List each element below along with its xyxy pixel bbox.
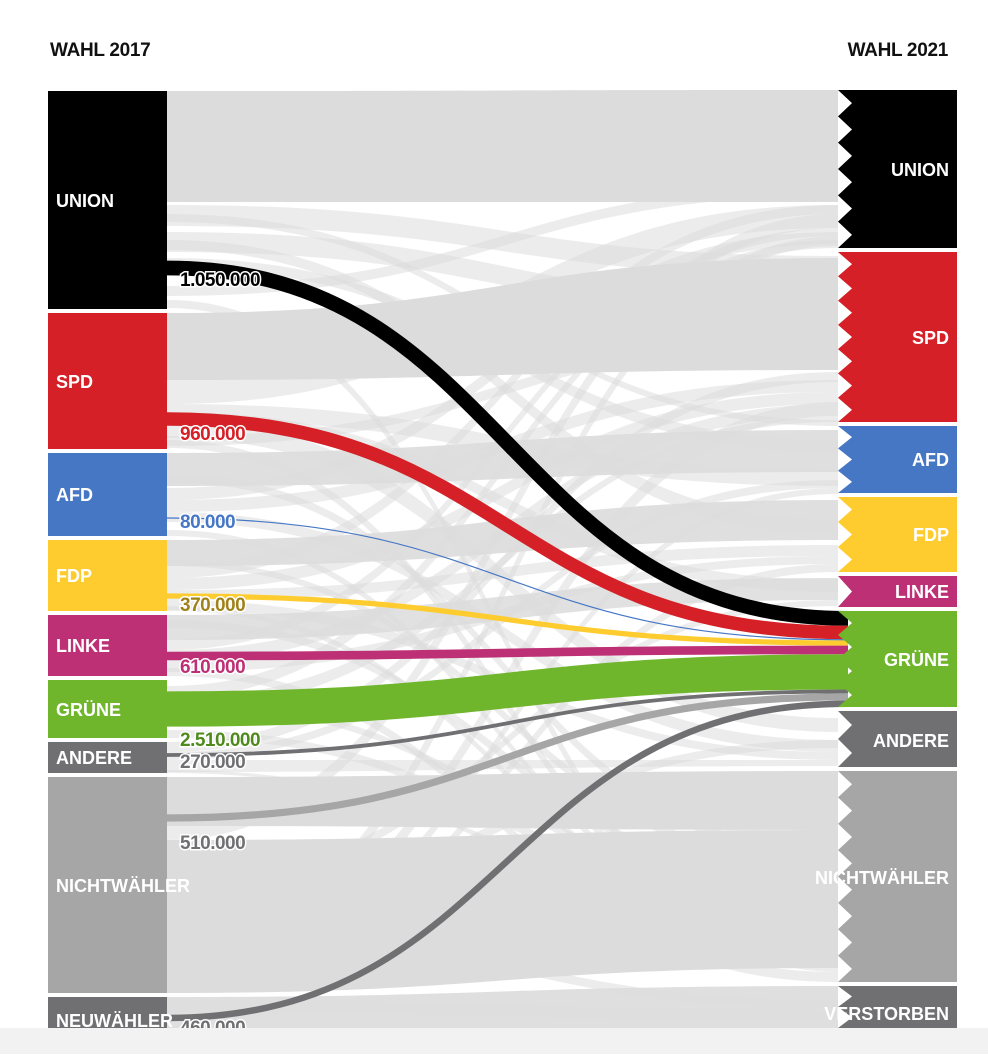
flow-value-label-nichtwaehler: 510.000 bbox=[180, 833, 245, 854]
background-flow bbox=[167, 1000, 838, 1020]
flow-union-to-gruene bbox=[166, 260, 849, 626]
right-node-label-union: UNION bbox=[891, 160, 949, 180]
background-flow bbox=[167, 186, 838, 296]
background-flow bbox=[167, 232, 838, 500]
background-flow bbox=[167, 240, 838, 698]
right-node-union bbox=[838, 90, 957, 248]
flow-neuwaehler-to-gruene bbox=[166, 700, 849, 1022]
right-node-label-fdp: FDP bbox=[913, 525, 949, 545]
right-node-label-andere: ANDERE bbox=[873, 731, 949, 751]
left-node-afd bbox=[48, 453, 167, 536]
background-flow bbox=[167, 232, 838, 318]
left-node-label-union: UNION bbox=[56, 191, 114, 211]
background-flow bbox=[167, 770, 838, 924]
right-node-label-nichtwaehler: NICHTWÄHLER bbox=[815, 868, 949, 888]
left-node-label-linke: LINKE bbox=[56, 636, 110, 656]
background-flow bbox=[167, 700, 838, 900]
background-flow bbox=[167, 560, 838, 870]
flow-value-label-afd: 80.000 bbox=[180, 512, 235, 533]
background-flow bbox=[167, 620, 838, 890]
right-node-andere bbox=[838, 711, 957, 767]
left-node-label-afd: AFD bbox=[56, 485, 93, 505]
right-node-gruene bbox=[838, 611, 957, 707]
flow-value-label-andere: 270.000 bbox=[180, 752, 245, 773]
flow-labels: 1.050.000 960.000 80.000 370.000 610.000 2.51… bbox=[179, 269, 263, 1041]
background-flow bbox=[167, 372, 838, 752]
left-node-label-nichtwaehler: NICHTWÄHLER bbox=[56, 876, 190, 896]
background-flow bbox=[167, 258, 838, 452]
flow-value-label-linke: 610.000 bbox=[180, 657, 245, 678]
left-node-nichtwaehler bbox=[48, 777, 167, 993]
background-flow bbox=[167, 564, 838, 993]
highlighted-flows bbox=[166, 260, 849, 1022]
header-wahl-2021: WAHL 2021 bbox=[847, 40, 949, 61]
left-node-fdp bbox=[48, 540, 167, 611]
flow-value-label-union: 1.050.000 bbox=[180, 270, 260, 291]
right-nodes: UNION SPD AFD FDP LINKE GRÜNE ANDERE NICHTWÄHLE… bbox=[815, 90, 957, 1028]
background-flow bbox=[167, 600, 838, 890]
left-node-linke bbox=[48, 615, 167, 676]
background-flow bbox=[167, 920, 838, 1008]
right-node-label-verstorben: VERSTORBEN bbox=[824, 1004, 949, 1024]
background-flow bbox=[167, 392, 838, 590]
background-flow bbox=[167, 205, 838, 404]
background-flows bbox=[167, 90, 838, 1028]
flow-value-label-fdp: 370.000 bbox=[180, 595, 245, 616]
left-node-label-andere: ANDERE bbox=[56, 748, 132, 768]
left-node-neuwaehler bbox=[48, 997, 167, 1028]
left-node-union bbox=[48, 91, 167, 309]
right-node-spd bbox=[838, 252, 957, 422]
left-node-label-fdp: FDP bbox=[56, 566, 92, 586]
right-node-label-linke: LINKE bbox=[895, 582, 949, 602]
background-flow bbox=[167, 740, 838, 912]
background-flow bbox=[167, 300, 838, 972]
header-wahl-2017: WAHL 2017 bbox=[50, 40, 151, 61]
right-node-linke bbox=[838, 576, 957, 607]
flow-gruene-to-gruene bbox=[166, 654, 849, 727]
background-flow bbox=[167, 214, 838, 426]
background-flow bbox=[167, 236, 838, 955]
flow-spd-to-gruene bbox=[166, 412, 849, 640]
flow-andere-to-gruene bbox=[166, 689, 849, 757]
left-node-spd bbox=[48, 313, 167, 449]
flow-value-label-gruene: 2.510.000 bbox=[180, 730, 260, 751]
right-node-label-afd: AFD bbox=[912, 450, 949, 470]
right-node-verstorben bbox=[838, 986, 957, 1028]
background-flow bbox=[167, 334, 838, 446]
flow-afd-to-gruene bbox=[166, 517, 849, 641]
background-flow bbox=[167, 90, 838, 202]
flow-value-label-spd: 960.000 bbox=[180, 424, 245, 445]
right-node-label-gruene: GRÜNE bbox=[884, 650, 949, 670]
left-node-label-spd: SPD bbox=[56, 372, 93, 392]
right-node-afd bbox=[838, 426, 957, 493]
background-flow bbox=[167, 412, 838, 592]
left-node-andere bbox=[48, 742, 167, 773]
bottom-band bbox=[0, 1028, 988, 1054]
background-flow bbox=[167, 530, 838, 944]
background-flow bbox=[167, 545, 838, 600]
background-flow bbox=[167, 474, 838, 858]
flow-linke-to-gruene bbox=[166, 645, 849, 661]
left-nodes: UNION SPD AFD FDP LINKE GRÜNE ANDERE NICHTWÄHLE… bbox=[48, 91, 190, 1031]
background-flow bbox=[167, 606, 838, 936]
flow-fdp-to-gruene bbox=[166, 593, 849, 646]
right-node-nichtwaehler bbox=[838, 771, 957, 982]
background-flow bbox=[167, 556, 838, 672]
right-node-fdp bbox=[838, 497, 957, 572]
right-node-label-spd: SPD bbox=[912, 328, 949, 348]
flow-nichtwaehler-to-gruene bbox=[166, 693, 849, 822]
left-node-label-neuwaehler: NEUWÄHLER bbox=[56, 1011, 173, 1031]
left-node-label-gruene: GRÜNE bbox=[56, 700, 121, 720]
left-node-gruene bbox=[48, 680, 167, 738]
